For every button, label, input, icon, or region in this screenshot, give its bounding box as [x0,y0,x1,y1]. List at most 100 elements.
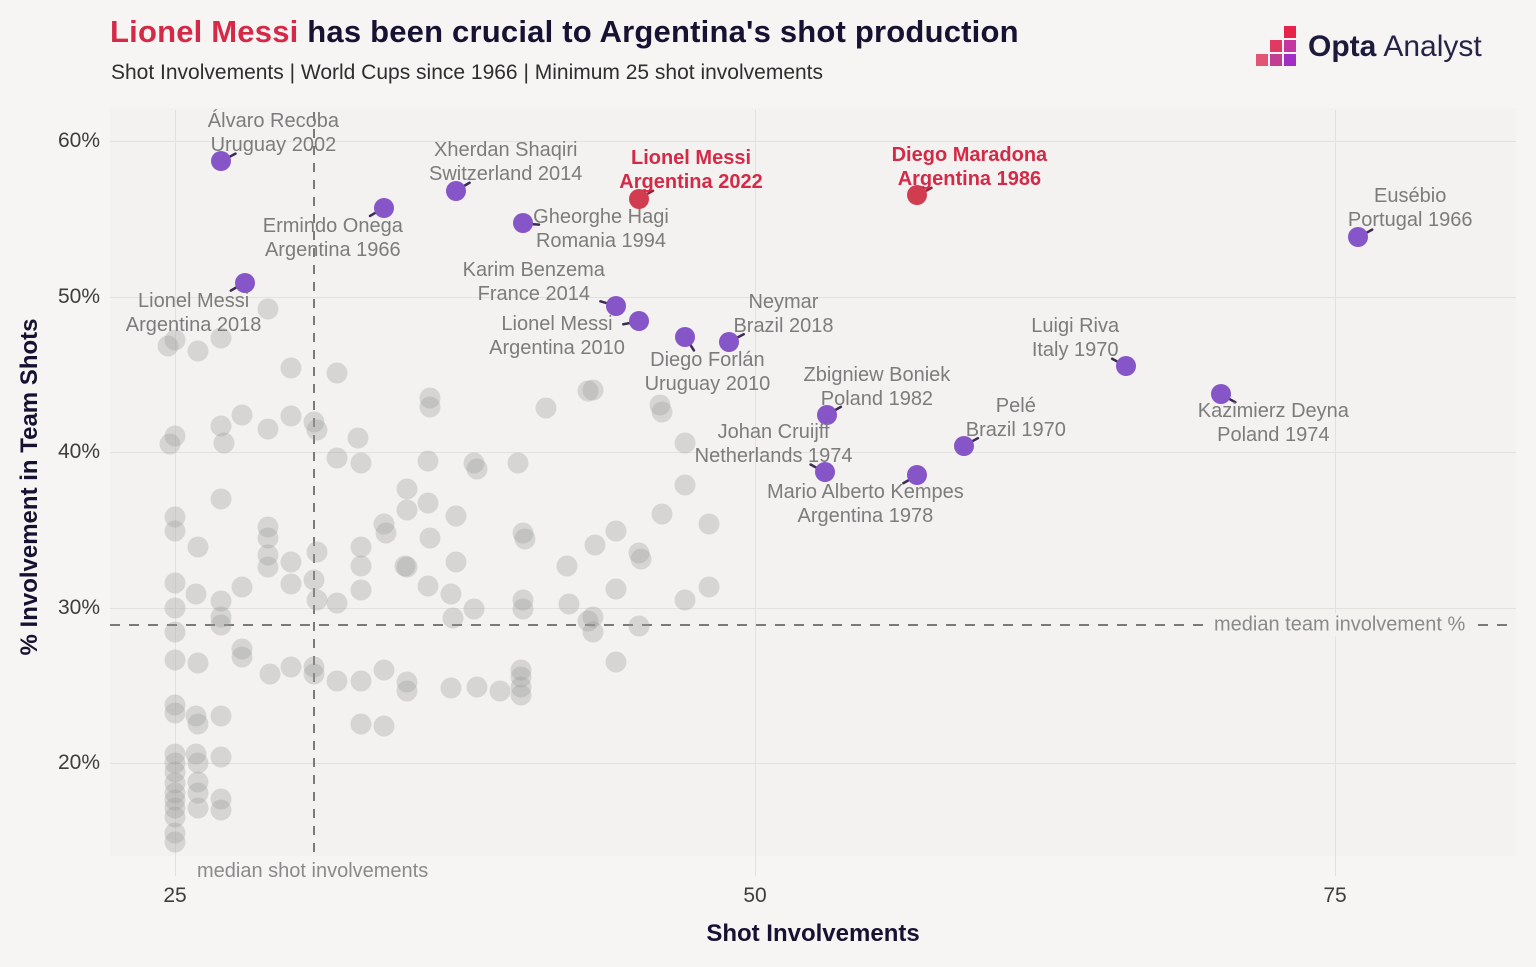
player-point [719,331,740,352]
background-point [185,743,207,765]
background-point [164,506,186,528]
player-team-year: Netherlands 1974 [694,445,853,468]
background-point [164,752,186,774]
y-tick-label-20: 20% [57,751,100,774]
background-point [187,652,209,674]
x-gridline-75 [1335,110,1336,876]
background-point [303,569,325,590]
background-point [674,432,696,454]
background-point [303,663,325,685]
player-label: Lionel Messi Argentina 2018 [126,289,262,337]
player-name: Diego Maradona [891,144,1048,167]
x-tick-label-50: 50 [743,884,767,907]
background-point [164,822,186,844]
background-point [210,327,232,349]
background-point [210,415,232,437]
player-name: Pelé [995,394,1036,417]
background-point [187,536,209,558]
background-point [698,513,720,535]
background-point [674,589,696,611]
player-point [445,180,466,201]
player-name: Karim Benzema [462,258,605,281]
background-point [577,380,599,402]
player-team-year: Brazil 2018 [733,314,834,337]
background-point [375,522,397,544]
player-label: Álvaro Recoba Uruguay 2002 [208,109,339,157]
player-label: Zbigniew Boniek Poland 1982 [804,363,951,411]
background-point [445,505,467,527]
background-point [210,746,232,768]
opta-logo-icon [1256,26,1298,68]
background-point [164,425,186,447]
background-point [651,503,673,525]
player-point [629,188,649,209]
background-point [164,806,186,828]
background-point [651,401,673,423]
background-point [445,551,467,573]
y-tick-label-50: 50% [57,284,100,308]
background-point [257,527,279,549]
background-point [350,713,372,735]
player-point [816,404,837,425]
background-point [164,329,186,351]
background-point [463,452,485,474]
background-point [157,335,179,357]
player-point [373,197,394,218]
background-point [257,544,279,566]
background-point [396,556,418,578]
player-point [605,295,626,316]
player-name: Zbigniew Boniek [803,363,951,386]
median-x-label: median shot involvements [197,860,429,882]
background-point [257,418,279,440]
background-point [442,607,464,629]
player-name: Eusébio [1374,185,1447,208]
background-point [440,677,462,699]
background-point [350,670,372,692]
player-team-year: Portugal 1966 [1347,209,1473,232]
background-point [347,427,369,449]
player-point [513,213,533,234]
player-team-year: Argentina 1986 [897,168,1042,191]
player-label: Johan Cruijff Netherlands 1974 [695,420,853,468]
player-label: Karim Benzema France 2014 [463,258,605,306]
page-title-highlight: Lionel Messi [110,14,299,49]
background-point [164,789,186,811]
background-point [466,458,488,480]
opta-analyst-logo: Opta Analyst [1256,26,1482,68]
background-point [280,357,302,379]
background-point [280,405,302,427]
background-point [674,474,696,496]
player-name: Lionel Messi [501,313,613,336]
background-point [326,447,348,469]
player-label: Xherdan Shaqiri Switzerland 2014 [429,138,582,186]
background-point [628,542,650,564]
player-label: Pelé Brazil 1970 [966,394,1066,442]
y-gridline-40 [110,452,1516,453]
background-point [164,772,186,794]
background-point [466,676,488,698]
background-point [280,656,302,678]
player-label: Lionel Messi Argentina 2010 [489,312,625,360]
background-point [164,621,186,643]
player-point [234,272,255,293]
player-point [1116,356,1137,377]
background-point [187,782,209,804]
background-point [159,433,181,455]
player-point [1211,384,1232,405]
player-team-year: France 2014 [477,282,590,305]
background-point [582,379,604,401]
background-point [419,387,441,409]
background-point [164,797,186,819]
background-point [417,450,439,472]
player-name: Neymar [748,290,819,313]
background-point [187,797,209,819]
x-axis-title: Shot Involvements [706,920,920,947]
player-label: Eusébio Portugal 1966 [1348,184,1473,232]
background-point [257,298,279,320]
background-point [213,432,235,454]
background-point [303,411,325,433]
background-point [164,694,186,716]
player-team-year: Brazil 1970 [965,418,1066,441]
player-label: Lionel Messi Argentina 2022 [619,146,762,194]
player-label: Diego Forlán Uruguay 2010 [645,348,771,396]
